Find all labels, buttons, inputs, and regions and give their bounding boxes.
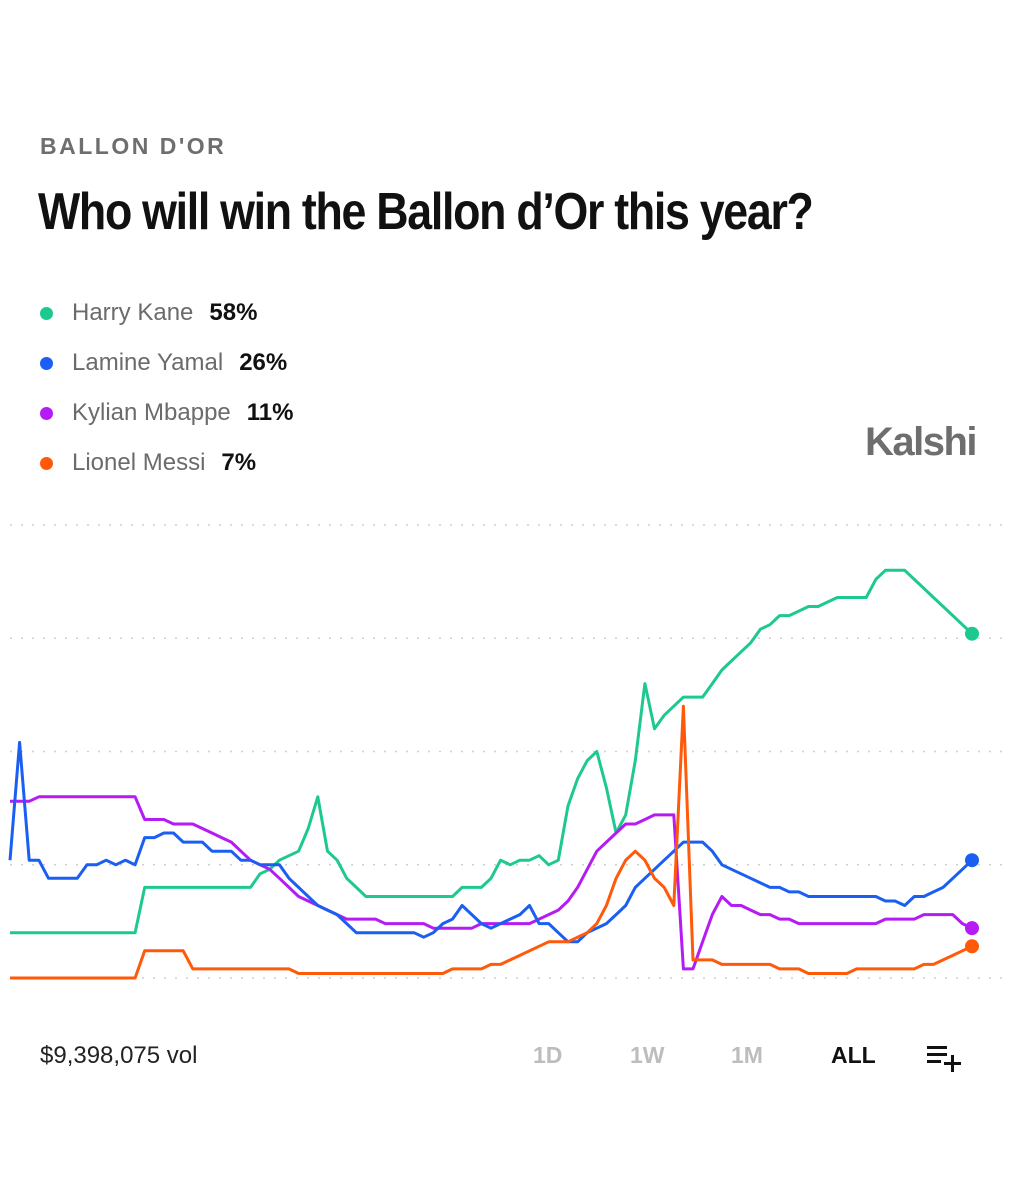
series-line-lamine-yamal <box>8 740 974 944</box>
legend-dot-icon <box>40 456 53 470</box>
legend-item-kylian-mbappe: Kylian Mbappe 11% <box>40 388 293 438</box>
category-label: BALLON D'OR <box>40 133 227 159</box>
volume-label: $9,398,075 vol <box>40 1042 198 1069</box>
playlist-add-icon[interactable] <box>925 1042 965 1072</box>
legend-dot-icon <box>40 356 53 370</box>
series-endpoint-harry-kane <box>965 626 979 641</box>
series-endpoint-lionel-messi <box>965 939 979 954</box>
legend-name: Lionel Messi <box>72 449 206 476</box>
chart-footer: $9,398,075 vol 1D 1W 1M ALL <box>0 1036 1024 1080</box>
legend-dot-icon <box>40 306 53 320</box>
legend-dot-icon <box>40 406 53 420</box>
series-line-lionel-messi <box>10 704 973 980</box>
series-line-harry-kane <box>10 568 974 935</box>
legend-name: Kylian Mbappe <box>72 399 231 426</box>
legend-percent: 26% <box>239 349 288 376</box>
brand-logo: Kalshi <box>864 420 978 464</box>
page-title: Who will win the Ballon d’Or this year? <box>38 183 814 241</box>
series-line-kylian-mbappe <box>10 795 973 971</box>
legend-name: Harry Kane <box>72 299 194 326</box>
range-all-button[interactable]: ALL <box>831 1042 876 1068</box>
legend-percent: 11% <box>246 399 294 426</box>
range-1w-button[interactable]: 1W <box>630 1042 665 1068</box>
legend-item-harry-kane: Harry Kane 58% <box>40 288 293 338</box>
range-1m-button[interactable]: 1M <box>731 1042 763 1068</box>
legend-percent: 58% <box>209 299 258 326</box>
legend-percent: 7% <box>221 449 257 476</box>
price-chart[interactable] <box>0 500 1024 1000</box>
series-endpoint-lamine-yamal <box>965 853 979 868</box>
range-1d-button[interactable]: 1D <box>533 1042 563 1068</box>
legend-item-lamine-yamal: Lamine Yamal 26% <box>40 338 293 388</box>
series-endpoint-kylian-mbappe <box>965 921 979 936</box>
chart-legend: Harry Kane 58% Lamine Yamal 26% Kylian M… <box>40 288 293 488</box>
legend-item-lionel-messi: Lionel Messi 7% <box>40 438 293 488</box>
legend-name: Lamine Yamal <box>72 349 224 376</box>
